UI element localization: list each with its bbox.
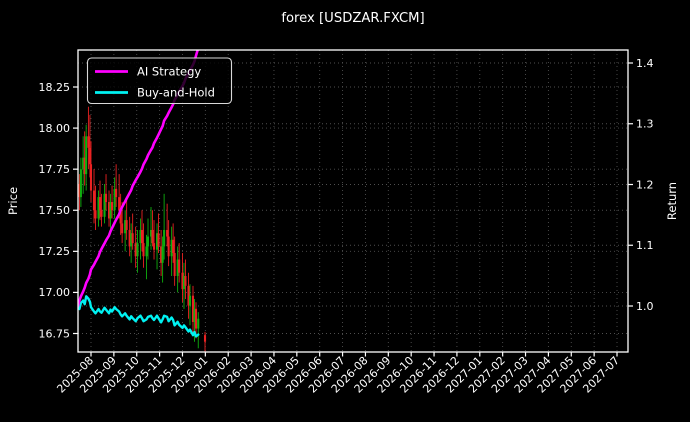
return-tick-label: 1.1 (636, 239, 654, 252)
return-tick-label: 1.3 (636, 118, 654, 131)
price-tick-label: 17.50 (39, 204, 71, 217)
price-tick-label: 18.25 (39, 81, 71, 94)
left-axis-title: Price (6, 187, 20, 215)
price-tick-label: 17.25 (39, 245, 71, 258)
price-tick-label: 17.00 (39, 286, 71, 299)
legend-label-ai-strategy: AI Strategy (137, 65, 201, 79)
legend: AI Strategy Buy-and-Hold (86, 57, 233, 105)
candlestick-series (78, 106, 207, 352)
return-tick-label: 1.0 (636, 300, 654, 313)
return-tick-label: 1.4 (636, 57, 654, 70)
plot-spines (77, 49, 629, 353)
legend-label-buy-and-hold: Buy-and-Hold (137, 86, 215, 100)
price-tick-label: 18.00 (39, 122, 71, 135)
buy-and-hold-line (78, 295, 200, 338)
chart-title: forex [USDZAR.FXCM] (281, 11, 424, 26)
right-axis-title: Return (665, 182, 679, 220)
price-tick-label: 16.75 (39, 327, 71, 340)
return-tick-label: 1.2 (636, 178, 654, 191)
price-tick-label: 17.75 (39, 163, 71, 176)
